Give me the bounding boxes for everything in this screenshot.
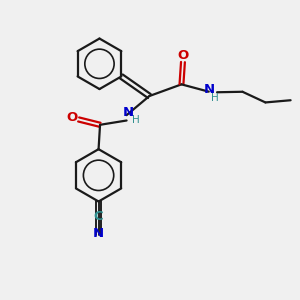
Text: N: N: [122, 106, 134, 119]
Text: H: H: [132, 115, 140, 124]
Text: O: O: [177, 49, 189, 62]
Text: O: O: [66, 112, 77, 124]
Text: N: N: [203, 83, 214, 96]
Text: N: N: [93, 227, 104, 240]
Text: C: C: [94, 210, 104, 224]
Text: H: H: [212, 93, 219, 103]
